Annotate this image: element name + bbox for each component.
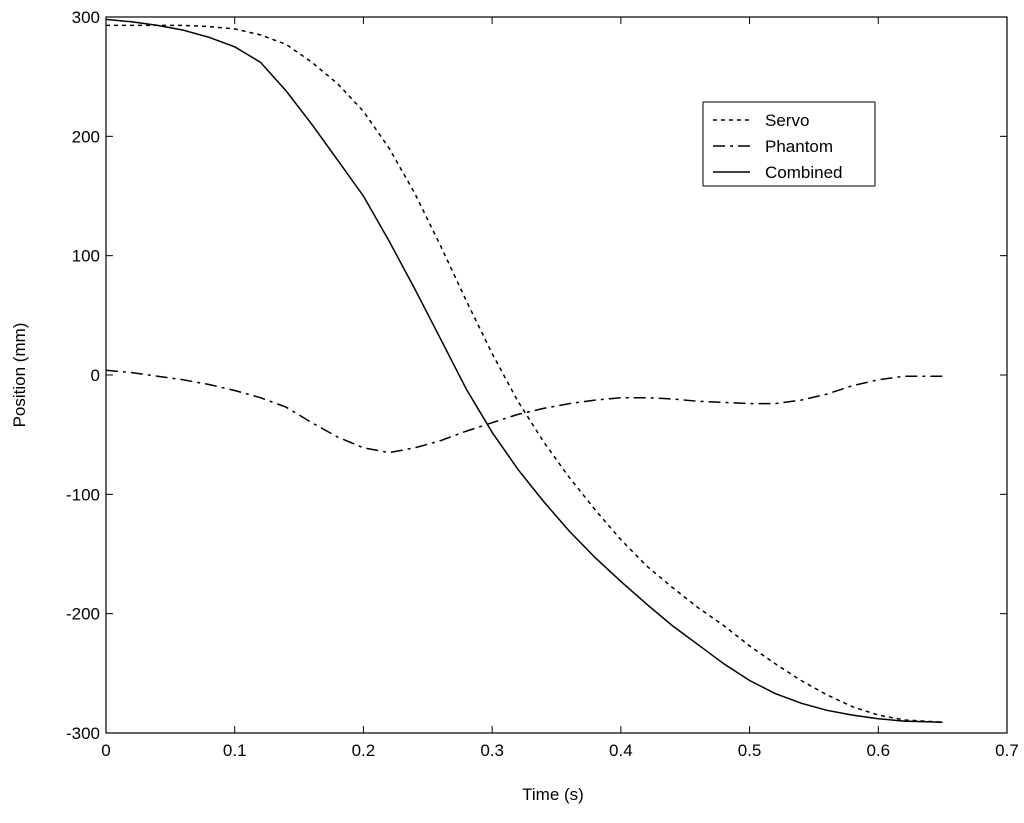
y-tick-label: -100	[66, 485, 100, 504]
y-tick-label: 200	[72, 127, 100, 146]
y-tick-label: 0	[91, 366, 100, 385]
y-tick-label: -300	[66, 724, 100, 743]
x-axis: 0 0.1 0.2 0.3 0.4 0.5 0.6 0.7	[101, 17, 1019, 760]
x-tick-label: 0.4	[609, 741, 633, 760]
legend-label-combined: Combined	[765, 163, 843, 182]
y-tick-label: 100	[72, 247, 100, 266]
series-group	[105, 18, 943, 724]
series-line-servo	[106, 24, 943, 724]
x-tick-label: 0.7	[995, 741, 1019, 760]
legend: Servo Phantom Combined	[702, 101, 876, 187]
legend-label-phantom: Phantom	[765, 137, 833, 156]
series-line-combined	[105, 18, 943, 724]
x-tick-label: 0	[101, 741, 110, 760]
series-line-phantom	[105, 369, 943, 454]
y-tick-label: 300	[72, 8, 100, 27]
y-tick-label: -200	[66, 605, 100, 624]
x-tick-label: 0.6	[866, 741, 890, 760]
y-axis-label: Position (mm)	[10, 323, 29, 428]
legend-label-servo: Servo	[765, 111, 809, 130]
x-axis-label: Time (s)	[522, 785, 584, 804]
x-tick-label: 0.5	[738, 741, 762, 760]
x-tick-label: 0.2	[352, 741, 376, 760]
x-tick-label: 0.3	[480, 741, 504, 760]
x-tick-label: 0.1	[223, 741, 247, 760]
y-axis: -300 -200 -100 0 100 200 300	[66, 8, 1007, 743]
